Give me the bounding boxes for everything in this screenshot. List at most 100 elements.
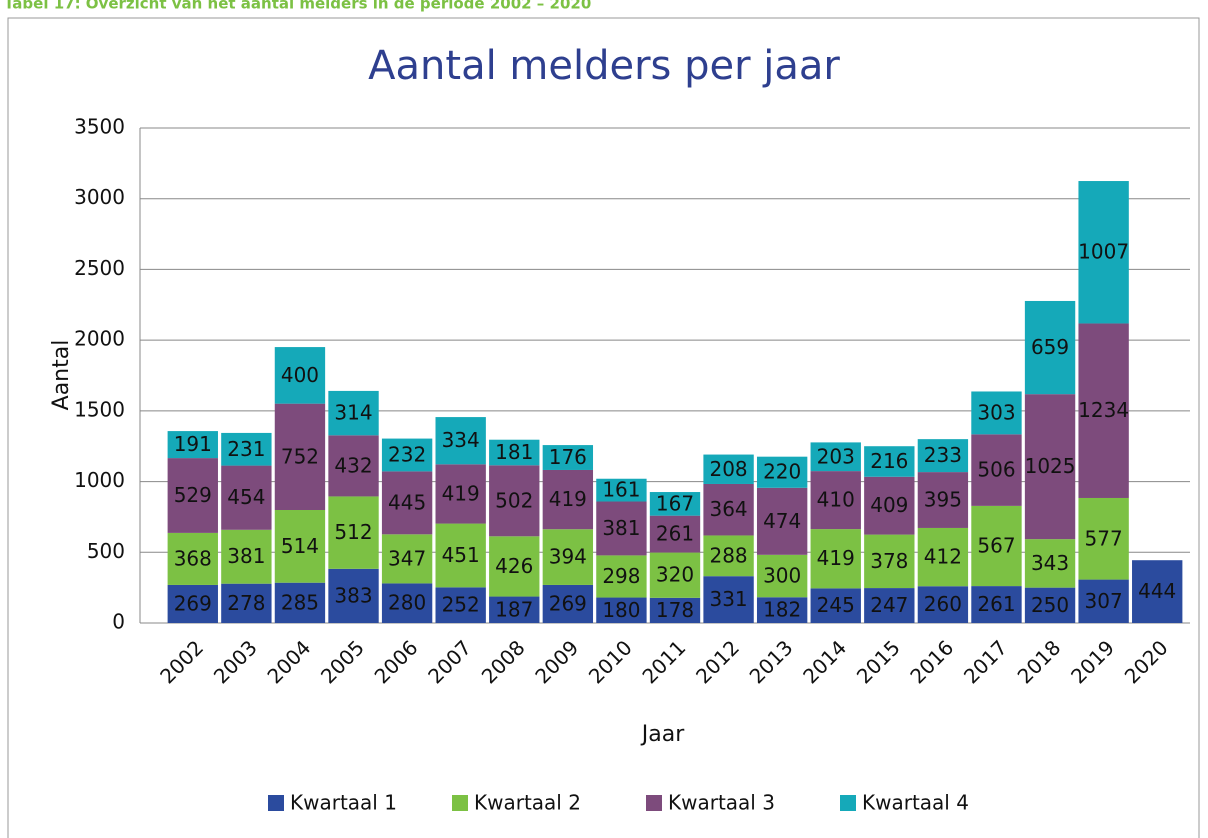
value-label: 1025 bbox=[1025, 454, 1076, 478]
value-label: 216 bbox=[870, 449, 908, 473]
value-label: 269 bbox=[549, 591, 587, 615]
value-label: 280 bbox=[388, 591, 426, 615]
bar-segment bbox=[756, 554, 808, 598]
y-tick-label: 3500 bbox=[74, 115, 125, 139]
value-label: 331 bbox=[709, 587, 747, 611]
legend-marker bbox=[840, 795, 856, 811]
bar-segment bbox=[703, 454, 754, 484]
value-label: 445 bbox=[388, 490, 426, 514]
value-label: 419 bbox=[549, 487, 587, 511]
value-label: 167 bbox=[656, 491, 694, 515]
value-label: 426 bbox=[495, 554, 533, 578]
bar-segment bbox=[328, 568, 379, 623]
value-label: 577 bbox=[1085, 526, 1123, 550]
value-label: 231 bbox=[227, 437, 265, 461]
value-label: 261 bbox=[656, 522, 694, 546]
bar-segment bbox=[703, 576, 754, 623]
value-label: 512 bbox=[334, 520, 372, 544]
value-label: 1007 bbox=[1078, 240, 1129, 264]
bar-segment bbox=[649, 492, 701, 516]
bar-segment bbox=[1078, 181, 1129, 324]
bar-segment bbox=[649, 597, 701, 623]
value-label: 454 bbox=[227, 485, 265, 509]
chart-title: Aantal melders per jaar bbox=[368, 43, 840, 89]
bar-segment bbox=[971, 434, 1022, 506]
bar-segment bbox=[756, 456, 808, 488]
bar-segment bbox=[649, 552, 701, 598]
bar-segment bbox=[489, 536, 540, 597]
value-label: 343 bbox=[1031, 551, 1069, 575]
bar-segment bbox=[274, 403, 326, 510]
value-label: 208 bbox=[709, 457, 747, 481]
value-label: 506 bbox=[977, 458, 1015, 482]
value-label: 444 bbox=[1138, 579, 1176, 603]
value-label: 1234 bbox=[1078, 398, 1129, 422]
legend-marker bbox=[452, 795, 468, 811]
legend-label: Kwartaal 4 bbox=[862, 791, 969, 815]
value-label: 659 bbox=[1031, 335, 1069, 359]
value-label: 261 bbox=[977, 592, 1015, 616]
bar-segment bbox=[274, 582, 326, 623]
value-label: 233 bbox=[924, 443, 962, 467]
value-label: 285 bbox=[281, 590, 319, 614]
value-label: 752 bbox=[281, 444, 319, 468]
bar-segment bbox=[328, 390, 379, 436]
bar-segment bbox=[167, 532, 218, 585]
value-label: 182 bbox=[763, 598, 801, 622]
bar-segment bbox=[328, 435, 379, 497]
y-tick-label: 2000 bbox=[74, 327, 125, 351]
bar-segment bbox=[810, 529, 861, 589]
bar-segment bbox=[542, 584, 594, 623]
bar-segment bbox=[381, 583, 433, 623]
value-label: 300 bbox=[763, 564, 801, 588]
bar-segment bbox=[703, 535, 754, 577]
y-tick-label: 1500 bbox=[74, 397, 125, 421]
bar-segment bbox=[703, 483, 754, 536]
bar-segment bbox=[1078, 497, 1129, 580]
bar-segment bbox=[756, 597, 808, 623]
bar-segment bbox=[810, 471, 861, 530]
legend-label: Kwartaal 3 bbox=[668, 791, 775, 815]
value-label: 368 bbox=[174, 546, 212, 570]
bar-segment bbox=[971, 505, 1022, 587]
bar-segment bbox=[971, 586, 1022, 623]
y-tick-label: 0 bbox=[112, 610, 125, 634]
bar-segment bbox=[435, 417, 486, 465]
bar-segment bbox=[167, 458, 218, 533]
bar-segment bbox=[435, 464, 486, 524]
value-label: 412 bbox=[924, 545, 962, 569]
value-label: 307 bbox=[1085, 589, 1123, 613]
y-tick-label: 3000 bbox=[74, 185, 125, 209]
value-label: 364 bbox=[709, 497, 747, 521]
bar-segment bbox=[542, 529, 594, 585]
value-label: 334 bbox=[442, 428, 480, 452]
bar-segment bbox=[917, 586, 969, 623]
value-label: 181 bbox=[495, 440, 533, 464]
value-label: 180 bbox=[602, 598, 640, 622]
legend-label: Kwartaal 1 bbox=[290, 791, 397, 815]
bar-segment bbox=[489, 465, 540, 537]
bar-segment bbox=[542, 469, 594, 530]
value-label: 394 bbox=[549, 545, 587, 569]
bar-segment bbox=[1078, 323, 1129, 498]
bar-segment bbox=[596, 478, 647, 502]
value-label: 298 bbox=[602, 564, 640, 588]
bar-segment bbox=[810, 588, 861, 623]
value-label: 529 bbox=[174, 483, 212, 507]
y-tick-label: 500 bbox=[87, 539, 125, 563]
value-label: 245 bbox=[817, 593, 855, 617]
bar-segment bbox=[917, 472, 969, 528]
value-label: 347 bbox=[388, 546, 426, 570]
bar-segment bbox=[864, 476, 915, 535]
bar-segment bbox=[328, 496, 379, 569]
value-label: 260 bbox=[924, 592, 962, 616]
bar-segment bbox=[435, 523, 486, 588]
value-label: 381 bbox=[227, 544, 265, 568]
value-label: 474 bbox=[763, 509, 801, 533]
bar-segment bbox=[917, 439, 969, 473]
bar-segment bbox=[596, 597, 647, 623]
value-label: 247 bbox=[870, 593, 908, 617]
bar-segment bbox=[221, 529, 272, 584]
value-label: 320 bbox=[656, 563, 694, 587]
